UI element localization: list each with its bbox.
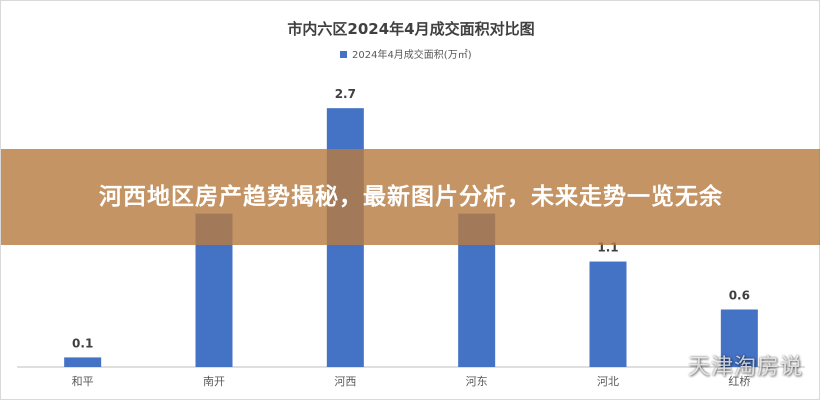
chart-title: 市内六区2024年4月成交面积对比图 bbox=[287, 20, 534, 38]
category-label-河西: 河西 bbox=[334, 375, 356, 388]
bar-河北 bbox=[589, 261, 627, 367]
category-label-河北: 河北 bbox=[597, 375, 619, 388]
legend-swatch bbox=[340, 51, 347, 58]
category-label-红桥: 红桥 bbox=[728, 375, 750, 388]
category-label-南开: 南开 bbox=[203, 375, 225, 388]
category-label-河东: 河东 bbox=[466, 375, 488, 388]
headline-text: 河西地区房产趋势揭秘，最新图片分析，未来走势一览无余 bbox=[99, 184, 723, 210]
value-label-和平: 0.1 bbox=[72, 336, 93, 350]
category-label-和平: 和平 bbox=[72, 375, 94, 388]
bar-红桥 bbox=[720, 309, 758, 367]
headline-banner: 河西地区房产趋势揭秘，最新图片分析，未来走势一览无余 bbox=[1, 149, 820, 245]
legend-label: 2024年4月成交面积(万㎡) bbox=[352, 48, 472, 61]
value-label-河西: 2.7 bbox=[335, 87, 356, 101]
watermark-logo: 天津淘房说 bbox=[687, 355, 803, 380]
bar-和平 bbox=[64, 357, 102, 367]
legend: 2024年4月成交面积(万㎡) bbox=[340, 48, 472, 61]
value-label-红桥: 0.6 bbox=[729, 288, 750, 302]
